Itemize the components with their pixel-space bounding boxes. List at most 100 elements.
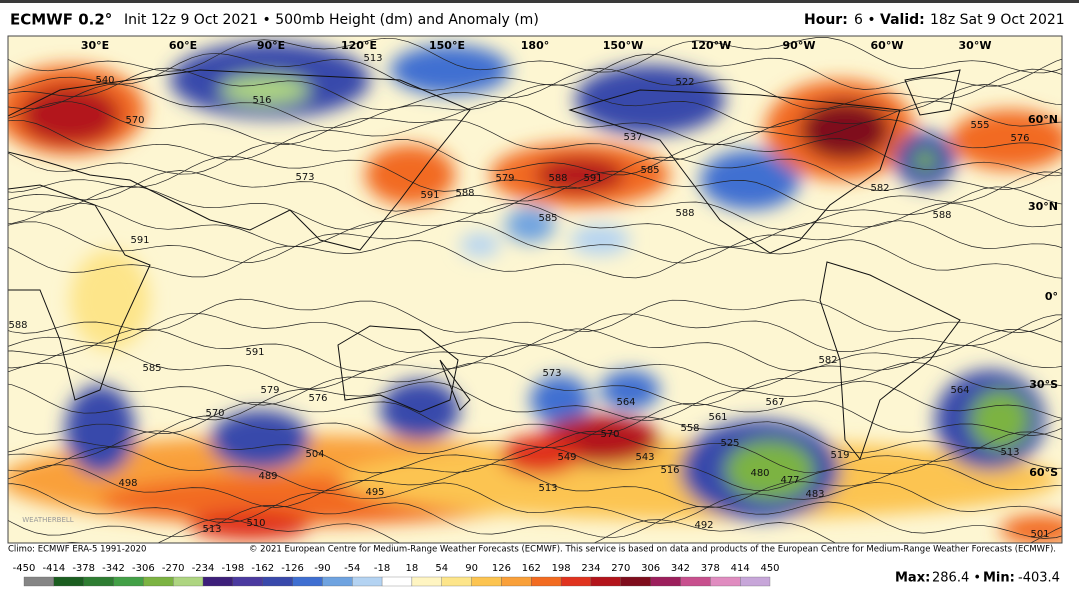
colorbar-segment xyxy=(381,576,413,587)
contour-label: 564 xyxy=(616,397,635,408)
colorbar-segment xyxy=(620,576,651,587)
contour-line xyxy=(8,220,1062,264)
contour-label: 579 xyxy=(495,173,514,184)
colorbar-segment xyxy=(501,576,532,587)
colorbar-tick-label: 342 xyxy=(671,563,690,574)
contour-line xyxy=(8,202,1062,248)
lat-label: 30°N xyxy=(1028,200,1058,213)
map-frame xyxy=(7,35,1063,544)
anomaly-blob xyxy=(530,375,590,425)
anomaly-blob xyxy=(190,510,310,540)
colorbar-tick-label: -270 xyxy=(162,563,185,574)
colorbar-tick-label: -234 xyxy=(192,563,215,574)
anomaly-blob xyxy=(365,145,455,205)
colorbar-tick-label: 162 xyxy=(522,563,541,574)
contour-labels: 30°E 60°E 90°E 120°E 150°E 180° 150°W 120°W 90°W… xyxy=(8,39,1058,540)
colorbar-segment xyxy=(292,576,323,587)
colorbar-tick-label: -198 xyxy=(222,563,245,574)
watermark: WEATHERBELL xyxy=(22,516,74,524)
colorbar-tick-label: -90 xyxy=(314,563,330,574)
contour-label: 519 xyxy=(830,450,849,461)
colorbar-tick-label: -414 xyxy=(42,563,65,574)
colorbar-tick-label: 306 xyxy=(641,563,660,574)
contour-label: 591 xyxy=(420,190,439,201)
lon-label: 180° xyxy=(521,39,549,52)
colorbar-segment xyxy=(650,576,681,587)
anomaly-blob xyxy=(70,250,150,350)
contour-line xyxy=(8,118,1062,161)
anomaly-blob xyxy=(505,207,555,243)
anomaly-blob xyxy=(913,150,937,170)
model: ECMWF 0.2° xyxy=(10,11,112,29)
lat-label: 60°N xyxy=(1028,113,1058,126)
colorbar-segment xyxy=(113,576,144,587)
min: -403.4 xyxy=(1018,571,1060,586)
contour-line xyxy=(8,501,1062,539)
contour-line xyxy=(8,482,1062,524)
contour-label: 537 xyxy=(623,132,642,143)
contour-line xyxy=(8,37,1062,74)
contour-label: 558 xyxy=(680,423,699,434)
lon-label: 120°W xyxy=(691,39,732,52)
contour-label: 582 xyxy=(870,183,889,194)
anomaly-blob xyxy=(380,380,460,440)
anomaly-blob xyxy=(500,435,580,475)
contour-label: 477 xyxy=(780,475,799,486)
contour-label: 543 xyxy=(635,452,654,463)
colorbar-segment xyxy=(53,576,84,587)
contour-line xyxy=(8,52,1062,91)
contour-label: 570 xyxy=(600,429,619,440)
contour-label: 591 xyxy=(245,347,264,358)
contour-line xyxy=(8,170,1062,212)
contour-label: 540 xyxy=(95,75,114,86)
anomaly-blob xyxy=(800,100,890,160)
colorbar-tick-label: -162 xyxy=(251,563,274,574)
colorbar-segment xyxy=(531,576,562,587)
contour-line xyxy=(8,67,1062,111)
colorbar-segment xyxy=(83,576,114,587)
colorbar-tick-label: 414 xyxy=(731,563,750,574)
contour-line xyxy=(8,298,1062,334)
contour-label: 573 xyxy=(542,368,561,379)
lon-label: 30°W xyxy=(959,39,992,52)
lon-label: 90°W xyxy=(783,39,816,52)
colorbar-segment xyxy=(411,576,442,587)
anomaly-blob xyxy=(210,410,310,470)
contour-label: 576 xyxy=(1010,133,1029,144)
colorbar-tick-label: -450 xyxy=(13,563,36,574)
lat-label: 60°S xyxy=(1029,466,1058,479)
contour-line xyxy=(8,430,1062,474)
anomaly-blob xyxy=(725,440,815,500)
contour-label: 498 xyxy=(118,478,137,489)
contour-line xyxy=(8,400,1062,436)
colorbar-tick-label: 54 xyxy=(435,563,448,574)
colorbar-tick-label: -126 xyxy=(281,563,304,574)
contour-label: 501 xyxy=(1030,529,1049,540)
description: Init 12z 9 Oct 2021 • 500mb Height (dm) … xyxy=(124,12,539,28)
contour-label: 510 xyxy=(246,518,265,529)
contour-label: 549 xyxy=(557,452,576,463)
colorbar-tick-label: 270 xyxy=(611,563,630,574)
contour-label: 588 xyxy=(548,173,567,184)
anomaly-blob xyxy=(1000,515,1062,543)
colorbar-segment xyxy=(352,576,383,587)
valid: 18z Sat 9 Oct 2021 xyxy=(930,12,1065,28)
contour-label: 513 xyxy=(363,53,382,64)
contour-line xyxy=(8,155,1062,193)
contour-label: 588 xyxy=(8,320,27,331)
contour-label: 561 xyxy=(708,412,727,423)
anomaly-blob xyxy=(570,225,630,255)
lon-label: 60°E xyxy=(169,39,197,52)
contour-label: 504 xyxy=(305,449,324,460)
contour-label: 591 xyxy=(583,173,602,184)
contour-label: 588 xyxy=(675,208,694,219)
contour-label: 588 xyxy=(932,210,951,221)
contour-line xyxy=(8,138,1062,177)
anomaly-blob xyxy=(65,385,135,475)
top-border xyxy=(0,0,1079,3)
anomaly-blob xyxy=(700,150,800,210)
colorbar-segment xyxy=(23,576,54,587)
contour-label: 573 xyxy=(295,172,314,183)
contour-label: 591 xyxy=(130,235,149,246)
contour-label: 489 xyxy=(258,471,277,482)
